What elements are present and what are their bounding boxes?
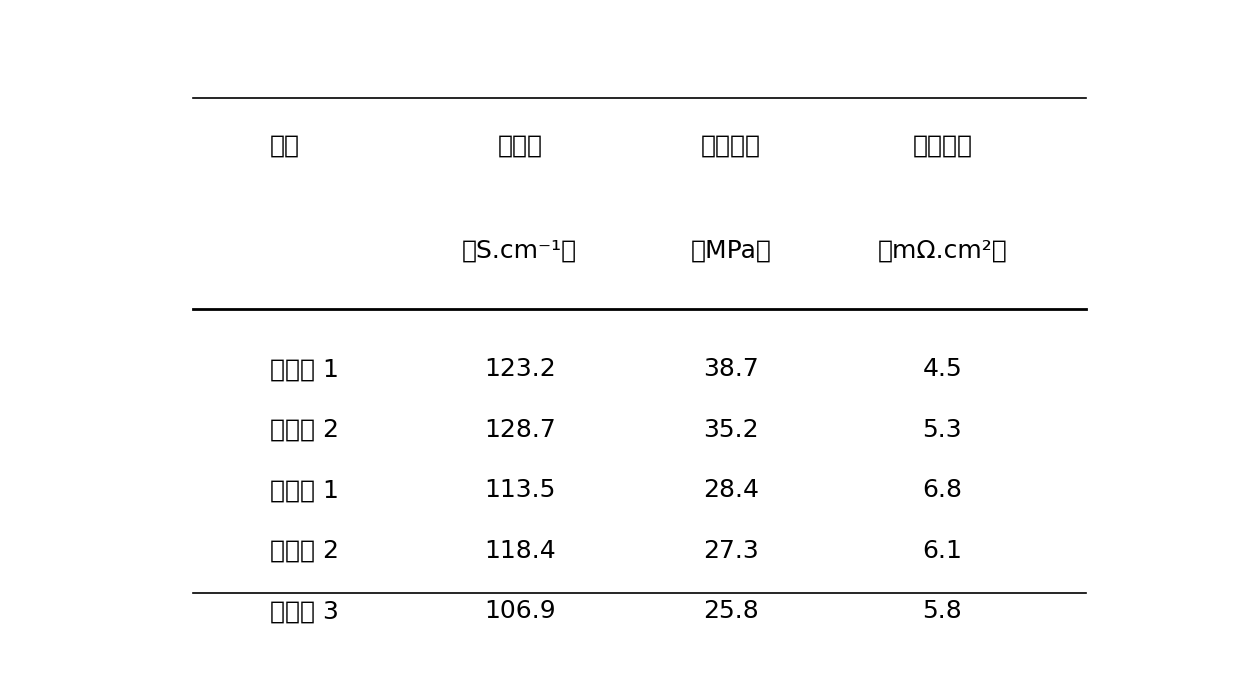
Text: 6.1: 6.1 (922, 539, 963, 563)
Text: 4.5: 4.5 (922, 357, 963, 381)
Text: 实施例 2: 实施例 2 (270, 418, 339, 442)
Text: 对比例 3: 对比例 3 (270, 599, 339, 623)
Text: 38.7: 38.7 (704, 357, 758, 381)
Text: 接触电阻: 接触电阻 (912, 133, 973, 157)
Text: 名称: 名称 (270, 133, 300, 157)
Text: 123.2: 123.2 (484, 357, 555, 381)
Text: 5.8: 5.8 (922, 599, 963, 623)
Text: 113.5: 113.5 (484, 478, 555, 502)
Text: 对比例 2: 对比例 2 (270, 539, 339, 563)
Text: 128.7: 128.7 (484, 418, 555, 442)
Text: （mΩ.cm²）: （mΩ.cm²） (877, 239, 1007, 263)
Text: （S.cm⁻¹）: （S.cm⁻¹） (462, 239, 577, 263)
Text: 6.8: 6.8 (922, 478, 963, 502)
Text: 5.3: 5.3 (923, 418, 961, 442)
Text: 25.8: 25.8 (704, 599, 758, 623)
Text: 电导率: 电导率 (497, 133, 543, 157)
Text: 28.4: 28.4 (703, 478, 760, 502)
Text: 对比例 1: 对比例 1 (270, 478, 339, 502)
Text: 35.2: 35.2 (704, 418, 758, 442)
Text: （MPa）: （MPa） (690, 239, 772, 263)
Text: 27.3: 27.3 (704, 539, 758, 563)
Text: 118.4: 118.4 (484, 539, 555, 563)
Text: 106.9: 106.9 (484, 599, 555, 623)
Text: 抗弯强度: 抗弯强度 (701, 133, 761, 157)
Text: 实施例 1: 实施例 1 (270, 357, 339, 381)
